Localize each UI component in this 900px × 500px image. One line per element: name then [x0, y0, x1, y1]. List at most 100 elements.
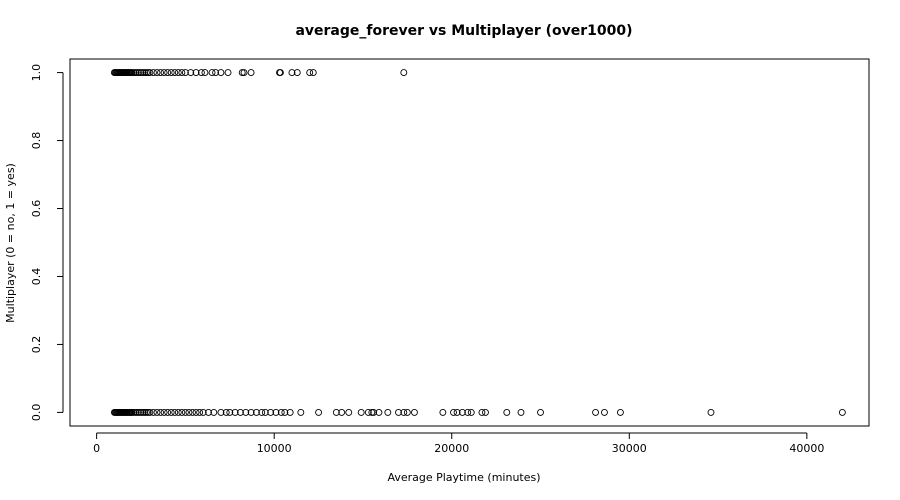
data-point [411, 408, 418, 416]
data-point [205, 408, 212, 416]
x-tick-label: 0 [93, 442, 100, 455]
data-point [450, 408, 457, 416]
data-point [464, 408, 472, 416]
data-point [141, 69, 149, 77]
data-point [144, 69, 152, 77]
data-point [395, 408, 402, 416]
data-point [128, 69, 136, 77]
data-point [141, 408, 149, 416]
data-point [482, 408, 489, 416]
data-point [171, 408, 179, 416]
data-point [338, 408, 346, 416]
data-point [139, 408, 147, 416]
data-point [164, 69, 172, 77]
data-point [286, 408, 294, 416]
data-point [458, 408, 466, 416]
data-point [160, 69, 168, 77]
data-point [247, 408, 255, 416]
data-point [237, 408, 244, 416]
data-point [238, 69, 246, 77]
data-point [364, 408, 372, 416]
data-point [277, 408, 285, 416]
data-point [178, 69, 186, 77]
data-point [288, 69, 296, 77]
data-point [142, 408, 150, 416]
data-point [217, 408, 225, 416]
data-point [226, 408, 234, 416]
data-point [400, 69, 408, 77]
data-point [174, 69, 182, 77]
data-point [258, 408, 266, 416]
data-point [517, 408, 525, 416]
data-point [160, 408, 168, 416]
data-point [139, 69, 147, 77]
data-point [838, 408, 846, 416]
data-point [368, 408, 376, 416]
data-point [150, 408, 157, 416]
data-point [240, 69, 248, 77]
plot-frame [69, 58, 870, 427]
data-point [503, 408, 511, 416]
y-tick-label: 0.4 [30, 268, 43, 286]
data-point [267, 408, 275, 416]
data-point [132, 408, 140, 416]
data-point [297, 408, 305, 416]
data-point [276, 69, 284, 77]
data-point [217, 69, 225, 77]
data-point [616, 408, 624, 416]
data-point [153, 408, 161, 416]
data-point [135, 69, 143, 77]
data-point [261, 408, 269, 416]
y-axis: 0.0 0.2 0.4 0.6 0.8 1.0 [30, 64, 64, 422]
data-point [293, 69, 301, 77]
data-point [137, 408, 145, 416]
x-axis: 0 10000 20000 30000 40000 [93, 432, 824, 455]
data-point [167, 69, 175, 77]
data-point [181, 408, 189, 416]
data-point [164, 408, 172, 416]
data-point [309, 69, 317, 77]
data-point [187, 69, 195, 77]
data-point [332, 408, 340, 416]
data-point [150, 69, 157, 77]
data-point [222, 408, 230, 416]
data-point [130, 69, 138, 77]
data-point [146, 408, 154, 416]
data-point [247, 69, 255, 77]
data-point [134, 69, 141, 77]
data-point [600, 408, 608, 416]
data-point [537, 408, 544, 416]
data-point [345, 408, 353, 416]
data-points [110, 69, 846, 416]
data-point [157, 408, 165, 416]
data-point [185, 408, 193, 416]
data-point [212, 69, 220, 77]
data-point [197, 69, 205, 77]
data-point [171, 69, 179, 77]
data-point [592, 408, 600, 416]
y-tick-label: 0.0 [30, 404, 43, 422]
data-point [400, 408, 408, 416]
data-point [167, 408, 175, 416]
data-point [403, 408, 411, 416]
data-point [134, 408, 141, 416]
chart-title: average_forever vs Multiplayer (over1000… [295, 23, 632, 39]
data-point [137, 69, 145, 77]
data-point [189, 408, 196, 416]
data-point [199, 408, 207, 416]
data-point [192, 408, 200, 416]
data-point [192, 69, 200, 77]
y-tick-label: 0.6 [30, 200, 43, 218]
data-point [375, 408, 383, 416]
data-point [306, 69, 314, 77]
data-point [272, 408, 280, 416]
data-point [196, 408, 204, 416]
data-point [453, 408, 461, 416]
data-point [252, 408, 260, 416]
data-point [130, 408, 138, 416]
y-tick-label: 0.8 [30, 132, 43, 150]
y-tick-label: 1.0 [30, 64, 43, 82]
data-point [224, 69, 232, 77]
y-tick-label: 0.2 [30, 336, 43, 354]
data-point [478, 408, 486, 416]
